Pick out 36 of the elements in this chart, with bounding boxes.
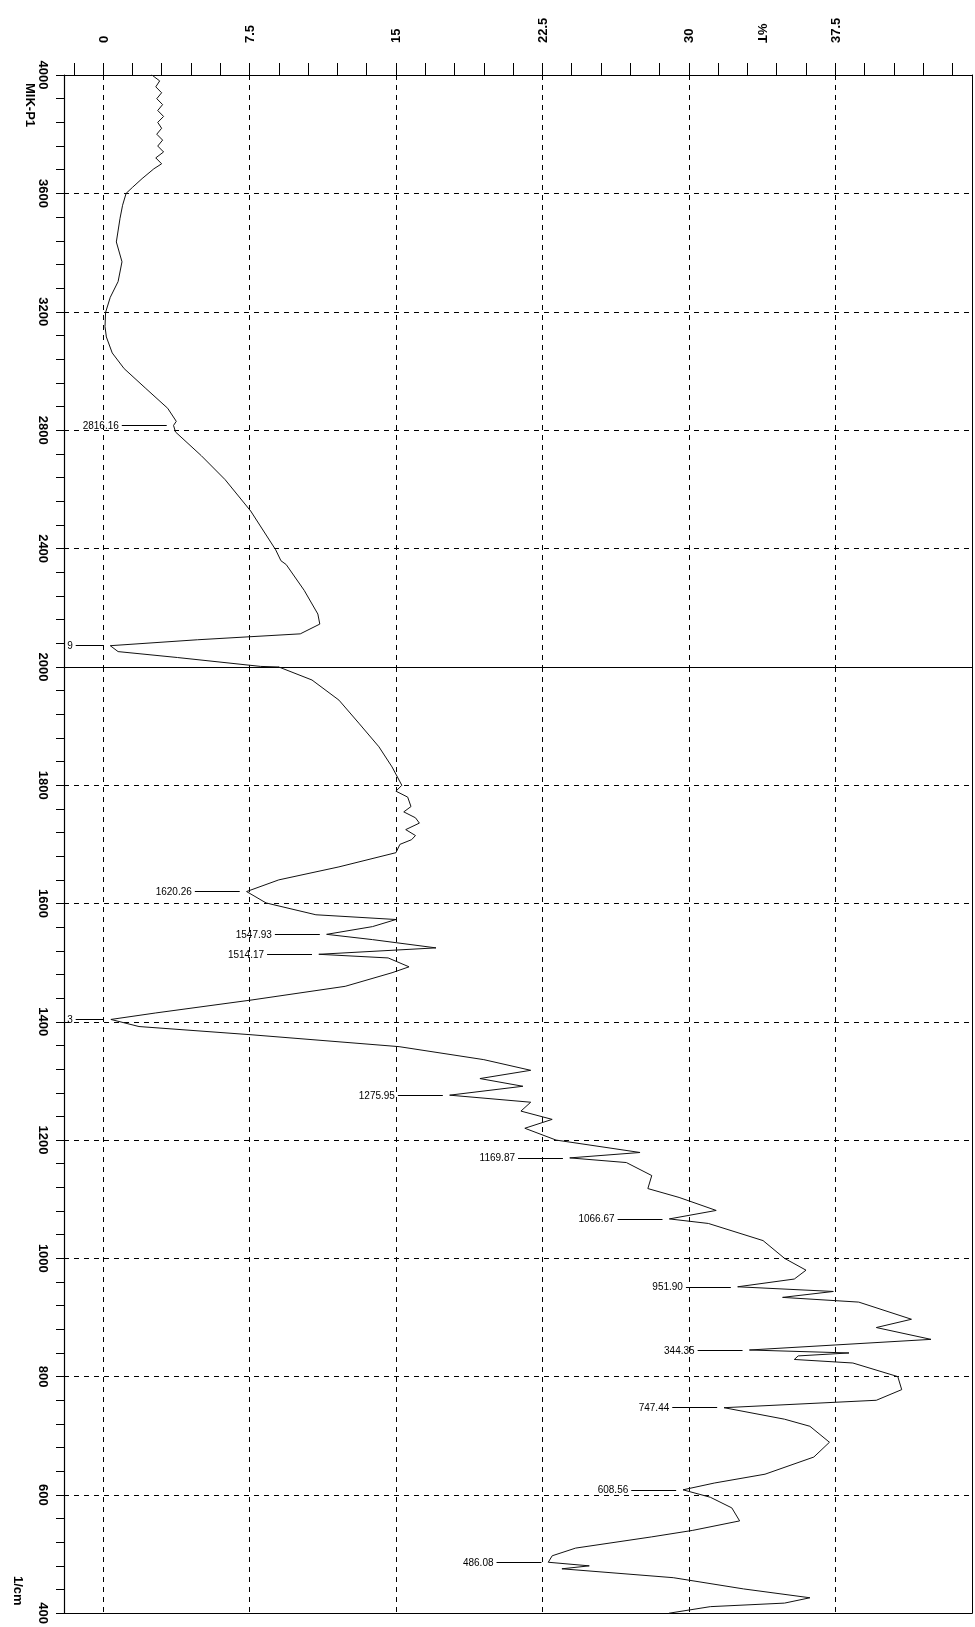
annotation: 486.08 xyxy=(462,1556,494,1568)
text: %T xyxy=(754,23,770,44)
y-axis-title: 1/cm xyxy=(10,1576,26,1606)
y-tick-label: 400 xyxy=(36,1602,51,1625)
x-tick-label: 37.5 xyxy=(827,17,843,43)
y-tick-label: 2800 xyxy=(36,415,51,445)
annotation: 951.90 xyxy=(652,1281,684,1293)
y-tick-label: 1400 xyxy=(36,1007,51,1037)
y-tick-label: 4000 xyxy=(36,60,51,90)
y-tick-label: 1000 xyxy=(36,1243,51,1273)
y-tick-label: 3600 xyxy=(36,178,51,208)
y-tick-label: 800 xyxy=(36,1365,51,1388)
text: MIK-P1 xyxy=(22,83,38,128)
annotation: 1275.95 xyxy=(358,1089,396,1101)
annotation: 344.35 xyxy=(664,1344,696,1356)
annotation: 9 xyxy=(67,640,74,652)
annotation: 1547.93 xyxy=(235,928,273,940)
annotation: 608.56 xyxy=(597,1484,629,1496)
x-tick-label: 15 xyxy=(388,28,404,43)
x-tick-label: 0 xyxy=(95,35,111,43)
y-tick-label: 2000 xyxy=(36,652,51,682)
annotation: 1169.87 xyxy=(479,1152,516,1164)
x-tick-label: 22.5 xyxy=(534,17,550,43)
y-tick-label: 1200 xyxy=(36,1125,51,1155)
y-tick-label: 3200 xyxy=(36,297,51,327)
x-tick-label: 30 xyxy=(681,28,697,43)
y-tick-label: 2400 xyxy=(36,534,51,564)
y-tick-label: 1600 xyxy=(36,889,51,918)
annotation: 1066.67 xyxy=(578,1213,616,1225)
y-tick-label: 600 xyxy=(36,1484,51,1506)
x-tick-label: 7.5 xyxy=(242,24,258,43)
annotation: 747.44 xyxy=(638,1402,670,1414)
annotation: 2816.16 xyxy=(82,419,120,431)
y-tick-label: 1800 xyxy=(36,770,51,800)
annotation: 1620.26 xyxy=(155,886,193,898)
annotation: 1514.17 xyxy=(227,948,265,960)
